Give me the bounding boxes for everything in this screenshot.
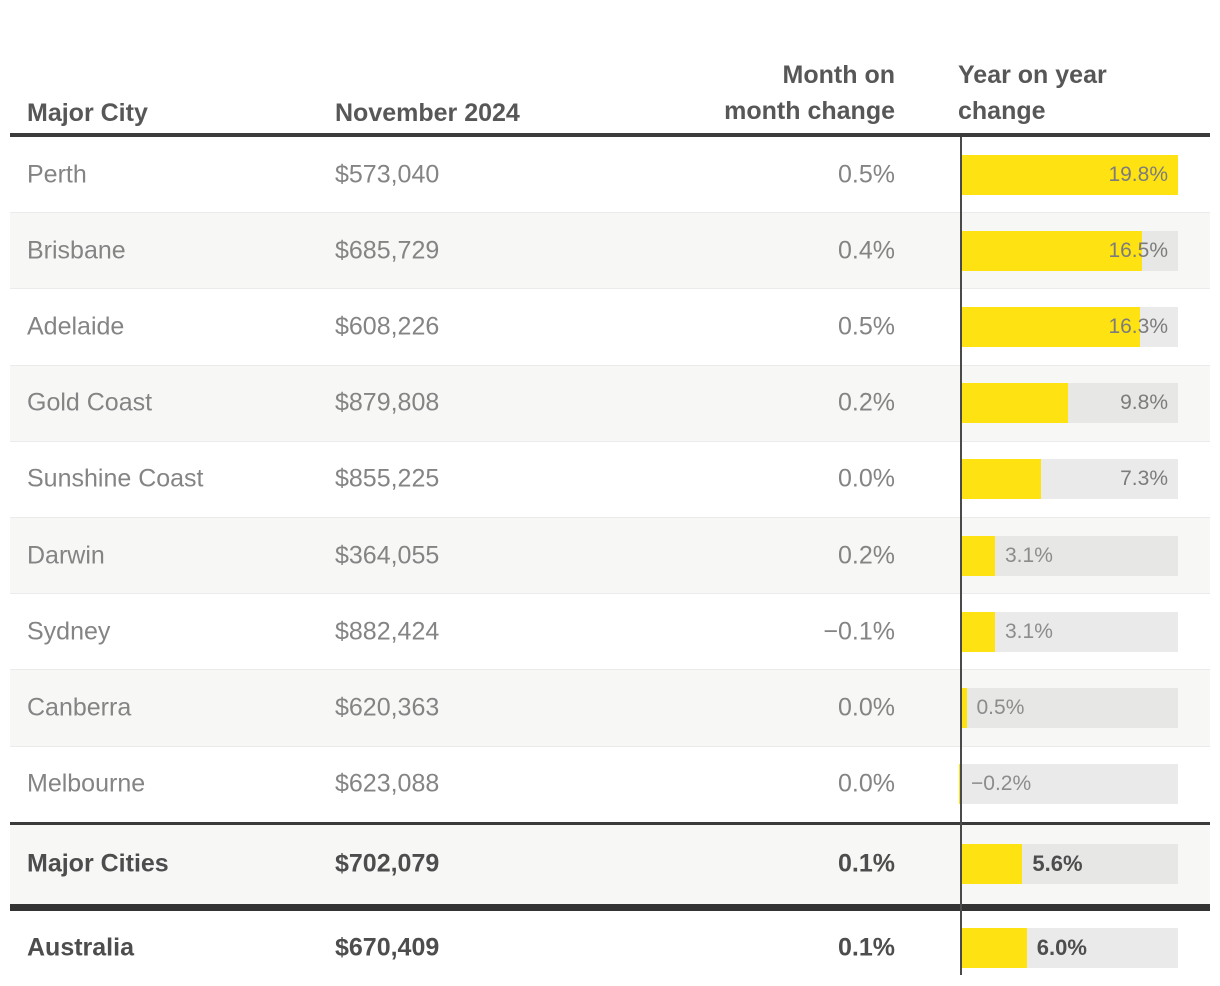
median-value-cell: $670,409 — [335, 933, 440, 962]
yoy-bar-fill — [961, 306, 1140, 347]
city-cell: Perth — [27, 160, 87, 189]
yoy-bar-fill — [961, 928, 1027, 969]
median-value-cell: $620,363 — [335, 693, 440, 722]
table-body: Perth $573,040 0.5% 19.8% Brisbane $685,… — [10, 137, 1210, 986]
yoy-bar-fill — [961, 154, 1178, 195]
median-value-cell: $623,088 — [335, 769, 440, 798]
yoy-bar-label: 7.3% — [1120, 467, 1168, 491]
header-november-2024-label: November 2024 — [335, 99, 520, 127]
yoy-bar-track — [961, 764, 1178, 805]
mom-change-cell: 0.0% — [838, 769, 895, 798]
yoy-bar-label: 16.5% — [1108, 238, 1168, 262]
city-cell: Adelaide — [27, 312, 125, 341]
mom-change-cell: 0.0% — [838, 464, 895, 493]
yoy-bar-label: 9.8% — [1120, 391, 1168, 415]
median-value-cell: $855,225 — [335, 464, 440, 493]
city-cell: Sydney — [27, 617, 111, 646]
yoy-bar: −0.2% — [958, 764, 1178, 805]
table-row: Darwin $364,055 0.2% 3.1% — [10, 516, 1210, 594]
header-november-2024: November 2024 — [335, 97, 520, 129]
yoy-bar-fill — [961, 230, 1142, 271]
header-year-on-year: Year on year change — [958, 57, 1107, 129]
yoy-bar-label: 16.3% — [1108, 314, 1168, 338]
yoy-bar: 0.5% — [961, 687, 1178, 728]
yoy-bar: 19.8% — [961, 154, 1178, 195]
yoy-bar-track — [961, 687, 1178, 728]
yoy-bar-fill — [961, 459, 1041, 500]
city-cell: Darwin — [27, 541, 105, 570]
header-major-city: Major City — [27, 97, 148, 129]
yoy-bar-label: 0.5% — [976, 695, 1025, 719]
yoy-bar-label: −0.2% — [971, 772, 1032, 796]
median-value-cell: $702,079 — [335, 849, 440, 878]
mom-change-cell: 0.4% — [838, 236, 895, 265]
yoy-bar: 7.3% — [961, 459, 1178, 500]
header-yoy-line1: Year on year — [958, 61, 1107, 89]
table-row: Melbourne $623,088 0.0% −0.2% — [10, 745, 1210, 822]
mom-change-cell: 0.5% — [838, 312, 895, 341]
mom-change-cell: −0.1% — [823, 617, 895, 646]
median-value-cell: $882,424 — [335, 617, 440, 646]
table-row: Sydney $882,424 −0.1% 3.1% — [10, 593, 1210, 670]
table-row: Perth $573,040 0.5% 19.8% — [10, 137, 1210, 213]
total-rule — [10, 903, 1210, 911]
yoy-bar: 16.3% — [961, 306, 1178, 347]
median-value-cell: $573,040 — [335, 160, 440, 189]
header-yoy-line2: change — [958, 97, 1046, 125]
city-cell: Brisbane — [27, 236, 126, 265]
yoy-bar-track — [961, 535, 1178, 576]
city-cell: Melbourne — [27, 769, 146, 798]
yoy-bar: 3.1% — [961, 611, 1178, 652]
city-cell: Gold Coast — [27, 388, 153, 417]
mom-change-cell: 0.2% — [838, 388, 895, 417]
yoy-bar-fill — [958, 764, 961, 805]
yoy-bar-label: 3.1% — [1005, 619, 1053, 643]
table-row: Australia $670,409 0.1% 6.0% — [10, 910, 1210, 986]
table-row: Major Cities $702,079 0.1% 5.6% — [10, 824, 1210, 904]
table-row: Sunshine Coast $855,225 0.0% 7.3% — [10, 440, 1210, 517]
median-value-cell: $685,729 — [335, 236, 440, 265]
yoy-bar: 6.0% — [961, 928, 1178, 969]
yoy-bar-label: 6.0% — [1036, 935, 1087, 961]
yoy-bar-fill — [961, 611, 995, 652]
yoy-bar: 16.5% — [961, 230, 1178, 271]
header-major-city-label: Major City — [27, 99, 148, 127]
header-rule — [10, 133, 1210, 137]
bar-axis-line — [960, 137, 962, 975]
city-cell: Major Cities — [27, 849, 169, 878]
yoy-bar-fill — [961, 844, 1023, 885]
yoy-bar-label: 5.6% — [1032, 851, 1083, 877]
mom-change-cell: 0.1% — [838, 933, 895, 962]
yoy-bar-label: 3.1% — [1005, 543, 1053, 567]
yoy-bar-label: 19.8% — [1108, 162, 1168, 186]
yoy-bar: 5.6% — [961, 844, 1178, 885]
city-cell: Sunshine Coast — [27, 464, 204, 493]
median-value-cell: $879,808 — [335, 388, 440, 417]
yoy-bar: 9.8% — [961, 383, 1178, 424]
table-row: Brisbane $685,729 0.4% 16.5% — [10, 212, 1210, 289]
table-row: Canberra $620,363 0.0% 0.5% — [10, 669, 1210, 746]
yoy-bar-fill — [961, 687, 967, 728]
mom-change-cell: 0.2% — [838, 541, 895, 570]
mom-change-cell: 0.0% — [838, 693, 895, 722]
table-row: Gold Coast $879,808 0.2% 9.8% — [10, 364, 1210, 441]
header-mom-line2: month change — [724, 97, 895, 125]
yoy-bar-fill — [961, 383, 1069, 424]
table-row: Adelaide $608,226 0.5% 16.3% — [10, 288, 1210, 365]
yoy-bar-fill — [961, 535, 995, 576]
header-month-on-month: Month on month change — [724, 57, 895, 129]
median-value-cell: $608,226 — [335, 312, 440, 341]
mom-change-cell: 0.1% — [838, 849, 895, 878]
mom-change-cell: 0.5% — [838, 160, 895, 189]
header-mom-line1: Month on — [782, 61, 895, 89]
table-header: Major City November 2024 Month on month … — [10, 45, 1210, 133]
city-cell: Canberra — [27, 693, 132, 722]
city-cell: Australia — [27, 933, 134, 962]
yoy-bar-track — [961, 611, 1178, 652]
section-rule — [10, 821, 1210, 825]
yoy-bar: 3.1% — [961, 535, 1178, 576]
median-value-cell: $364,055 — [335, 541, 440, 570]
